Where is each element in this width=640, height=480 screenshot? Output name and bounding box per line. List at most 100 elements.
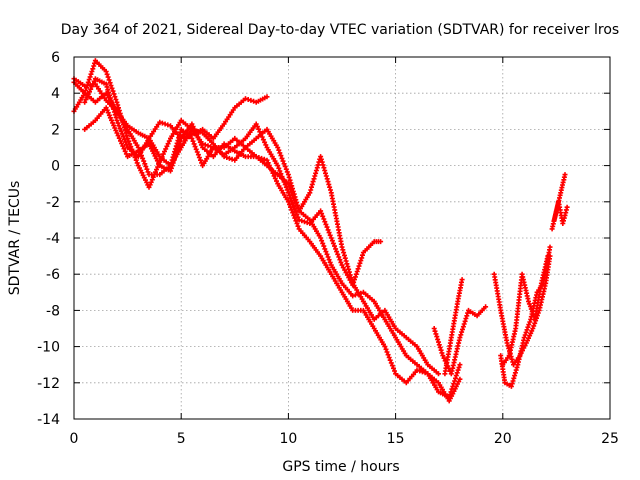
data-point	[287, 193, 292, 198]
data-point	[229, 156, 235, 162]
data-point	[88, 86, 94, 92]
data-point	[108, 83, 114, 88]
data-point	[196, 137, 202, 143]
data-point	[260, 137, 266, 143]
data-point	[389, 363, 395, 369]
data-point	[112, 94, 118, 100]
data-point	[450, 383, 456, 389]
data-point	[132, 155, 138, 160]
data-point	[384, 349, 390, 355]
x-axis-label: GPS time / hours	[282, 459, 399, 475]
data-point	[192, 144, 198, 150]
data-point	[526, 301, 532, 307]
data-point	[169, 157, 175, 163]
data-point	[325, 254, 331, 260]
data-point	[107, 80, 113, 86]
data-point	[261, 156, 267, 162]
data-point	[414, 367, 420, 373]
data-point	[198, 157, 203, 163]
data-point	[294, 221, 300, 226]
data-point	[378, 239, 384, 245]
data-point	[277, 150, 283, 156]
data-point	[176, 135, 182, 141]
data-point	[270, 170, 276, 176]
data-point	[133, 157, 139, 163]
data-point	[342, 255, 348, 261]
data-point	[85, 79, 91, 85]
data-point	[114, 130, 120, 136]
data-point	[356, 263, 362, 269]
data-point	[256, 126, 262, 132]
data-point	[355, 266, 361, 272]
data-point	[90, 66, 96, 72]
data-point	[459, 277, 465, 283]
data-point	[195, 134, 201, 140]
data-point	[275, 163, 281, 169]
data-point	[335, 251, 341, 257]
data-point	[291, 194, 297, 200]
data-point	[195, 152, 201, 158]
data-point	[285, 172, 291, 178]
data-point	[256, 155, 262, 160]
data-point	[159, 120, 165, 126]
data-point	[254, 124, 260, 130]
data-point	[116, 105, 121, 111]
data-point	[456, 364, 462, 370]
data-point	[328, 235, 334, 241]
y-tick-label: -12	[37, 376, 60, 392]
data-point	[457, 335, 463, 341]
data-point	[333, 246, 339, 252]
data-point	[154, 167, 159, 173]
series-10	[500, 253, 551, 368]
data-point	[145, 169, 151, 175]
data-point	[299, 218, 305, 224]
data-point	[290, 192, 296, 198]
data-point	[253, 154, 259, 160]
data-point	[318, 235, 324, 241]
data-point	[84, 82, 90, 88]
data-point	[330, 240, 336, 246]
data-point	[440, 353, 446, 359]
data-point	[295, 205, 301, 211]
data-point	[191, 126, 197, 132]
series-7	[442, 277, 465, 377]
data-point	[160, 151, 166, 157]
x-tick-label: 5	[177, 431, 186, 447]
data-point	[436, 371, 441, 377]
data-point	[89, 84, 95, 90]
data-point	[121, 136, 127, 142]
data-point	[417, 368, 423, 374]
data-point	[226, 155, 232, 161]
data-point	[320, 162, 326, 168]
data-point	[287, 202, 292, 207]
data-point	[282, 182, 288, 188]
data-point	[142, 161, 148, 167]
data-point	[293, 200, 299, 206]
data-point	[521, 335, 527, 341]
data-point	[87, 74, 93, 80]
data-point	[197, 139, 203, 145]
data-point	[324, 251, 330, 257]
data-point	[288, 186, 293, 192]
data-point	[198, 142, 204, 148]
x-tick-label: 20	[494, 431, 512, 447]
data-point	[391, 365, 396, 371]
data-point	[321, 216, 327, 222]
data-point	[545, 253, 551, 259]
data-point	[295, 214, 301, 220]
data-point	[332, 243, 337, 249]
data-series	[71, 58, 570, 404]
data-point	[446, 394, 452, 400]
data-point	[114, 117, 120, 123]
data-point	[163, 146, 169, 152]
data-point	[322, 219, 328, 225]
data-point	[91, 78, 97, 84]
data-point	[104, 71, 110, 77]
data-point	[264, 157, 270, 163]
data-point	[283, 184, 289, 190]
data-point	[193, 146, 199, 152]
data-point	[453, 373, 459, 379]
x-tick-label: 0	[70, 431, 79, 447]
data-point	[110, 88, 116, 94]
data-point	[127, 141, 133, 147]
